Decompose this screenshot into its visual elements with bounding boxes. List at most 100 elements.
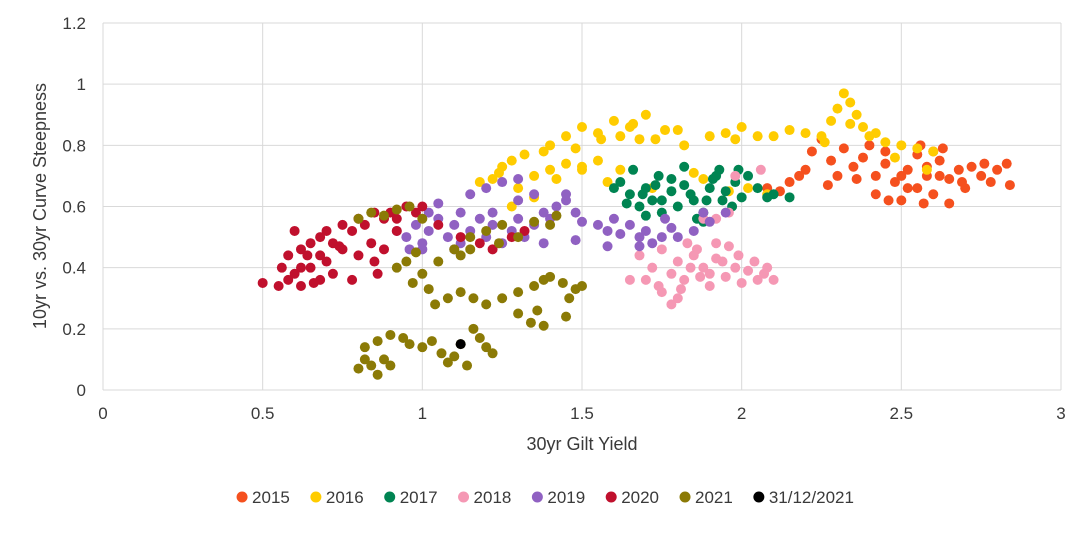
data-point [385,360,396,371]
data-point [561,158,572,169]
data-point [608,183,619,194]
data-point [711,238,722,249]
data-point [666,268,677,279]
data-point [660,213,671,224]
data-point [637,189,648,200]
gridlines [102,22,1062,391]
data-point [551,201,562,212]
data-point [759,268,770,279]
legend-marker [753,491,765,503]
data-point [864,140,875,151]
data-point [826,155,837,166]
data-point [794,170,805,181]
data-point [624,189,635,200]
data-point [653,281,664,292]
data-point [918,198,929,209]
data-point [391,225,402,236]
data-point [679,140,690,151]
data-point [359,219,370,230]
data-point [305,262,316,273]
data-point [666,186,677,197]
data-point [672,256,683,267]
data-point [717,195,728,206]
data-point [656,195,667,206]
legend-item: 2016 [310,488,364,507]
data-point [979,158,990,169]
data-point [928,189,939,200]
legend-item: 31/12/2021 [753,488,854,507]
data-point [704,131,715,142]
data-point [845,97,856,108]
legend-label: 2015 [252,488,290,507]
legend-item: 2018 [458,488,511,507]
legend-marker [605,491,617,503]
legend-label: 2020 [621,488,659,507]
data-point [691,244,702,255]
data-point [506,201,517,212]
x-tick-labels: 0 0.5 1 1.5 2 2.5 3 [98,404,1065,423]
data-point [602,225,613,236]
data-point [602,241,613,252]
data-point [289,225,300,236]
data-point [957,177,968,188]
data-point [953,164,964,175]
data-point [1004,180,1015,191]
data-point [430,299,441,310]
data-point [442,357,453,368]
data-point [628,118,639,129]
data-point [529,216,540,227]
data-point [736,121,747,132]
data-point [679,180,690,191]
data-point [366,238,377,249]
data-point [538,207,549,218]
data-point [481,225,492,236]
data-point [493,238,504,249]
data-point [391,204,402,215]
data-point [353,213,364,224]
data-point [784,192,795,203]
data-point [851,173,862,184]
data-point [410,207,421,218]
data-point [391,213,402,224]
data-point [295,281,306,292]
data-point [653,170,664,181]
data-point [880,158,891,169]
data-point [433,219,444,230]
data-point [525,317,536,328]
data-point [720,186,731,197]
data-point [497,177,508,188]
legend-label: 2018 [474,488,512,507]
legend-label: 2021 [695,488,733,507]
data-point [455,250,466,261]
legend-item: 2021 [679,488,733,507]
data-point [366,207,377,218]
data-point [513,195,524,206]
data-point [838,88,849,99]
data-point [730,134,741,145]
data-point [743,183,754,194]
data-point [426,336,437,347]
data-point [455,232,466,243]
data-point [704,216,715,227]
data-point [896,140,907,151]
data-point [379,354,390,365]
data-point [628,164,639,175]
data-point [308,277,319,288]
data-point [570,143,581,154]
data-point [417,268,428,279]
data-point [675,284,686,295]
data-point [768,189,779,200]
data-point [519,149,530,160]
data-point [698,207,709,218]
data-point [615,131,626,142]
data-point [487,207,498,218]
legend-marker [531,491,543,503]
data-point [417,213,428,224]
data-point [315,250,326,261]
data-point [640,109,651,120]
legend-marker [236,491,248,503]
data-point [784,125,795,136]
data-point [902,164,913,175]
data-point [513,173,524,184]
